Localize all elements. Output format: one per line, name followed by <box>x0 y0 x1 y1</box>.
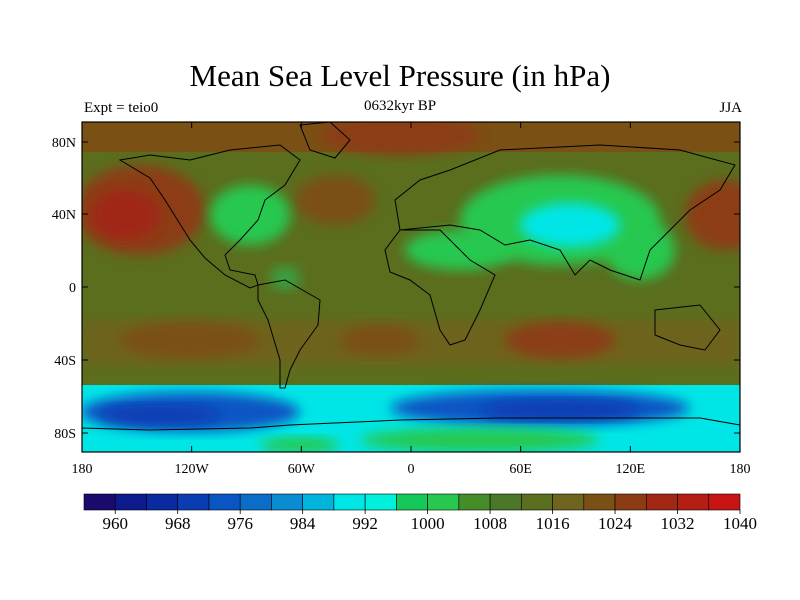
colorbar-swatch <box>645 493 678 511</box>
antarctica-coast <box>82 417 740 452</box>
lat-tick-label: 40S <box>54 354 76 369</box>
lon-tick-label: 180 <box>730 462 751 477</box>
colorbar-swatch <box>146 493 179 511</box>
africa-coast <box>384 229 496 346</box>
colorbar-label: 992 <box>352 514 378 533</box>
lon-tick-label: 120E <box>616 462 646 477</box>
pressure-field <box>82 122 740 452</box>
colorbar-swatch <box>489 493 522 511</box>
eurasia-coast <box>394 144 736 281</box>
north-america-low <box>210 185 290 245</box>
colorbar-label: 1008 <box>473 514 507 533</box>
colorbar-swatch <box>177 493 210 511</box>
colorbar-label: 1024 <box>598 514 633 533</box>
axis-tick-labels: 80N 40N 0 40S 80S 180 120W 60W 0 60E 120E 180 <box>52 136 751 477</box>
colorbar-swatch <box>271 493 303 511</box>
colorbar-label: 960 <box>102 514 128 533</box>
time-label: 0632kyr BP <box>363 98 437 114</box>
colorbar-swatch <box>614 493 647 511</box>
azores-high <box>295 175 375 225</box>
colorbar <box>83 493 741 514</box>
colorbar-label: 1016 <box>536 514 570 533</box>
colorbar-swatch <box>708 493 741 511</box>
colorbar-swatch <box>396 493 428 511</box>
lon-tick-label: 60E <box>509 462 532 477</box>
colorbar-swatch <box>583 493 616 511</box>
colorbar-swatch <box>208 493 241 511</box>
colorbar-label: 1032 <box>661 514 695 533</box>
colorbar-swatch <box>333 493 366 511</box>
lat-tick-label: 80S <box>54 427 76 442</box>
colorbar-swatch <box>239 493 272 511</box>
lon-tick-label: 0 <box>408 462 415 477</box>
map-title: Mean Sea Level Pressure (in hPa) <box>189 58 611 93</box>
colorbar-swatch <box>458 493 491 511</box>
colorbar-swatch <box>83 493 116 511</box>
antarctic-high <box>360 428 600 452</box>
colorbar-swatch <box>521 493 553 511</box>
lat-tick-label: 0 <box>69 281 76 296</box>
colorbar-label: 1040 <box>723 514 757 533</box>
lon-tick-label: 60W <box>288 462 316 477</box>
north-america-coast <box>118 144 301 289</box>
lon-tick-label: 120W <box>175 462 210 477</box>
season-label: JJA <box>719 100 742 116</box>
colorbar-swatch <box>114 493 147 511</box>
colorbar-label: 984 <box>290 514 316 533</box>
monsoon-low <box>520 203 620 247</box>
lat-tick-label: 80N <box>52 136 76 151</box>
colorbar-label: 976 <box>227 514 253 533</box>
experiment-label: Expt = teio0 <box>84 100 159 116</box>
colorbar-label: 1000 <box>411 514 445 533</box>
colorbar-swatch <box>677 493 710 511</box>
colorbar-label: 968 <box>165 514 191 533</box>
lon-tick-label: 180 <box>72 462 93 477</box>
colorbar-labels: 960 968 976 984 992 1000 1008 1016 1024 1032 1040 <box>102 514 757 533</box>
colorbar-swatch <box>427 493 460 511</box>
colorbar-swatch <box>302 493 335 511</box>
colorbar-swatch <box>552 493 585 511</box>
south-america-coast <box>257 279 321 389</box>
australia-coast <box>654 304 721 351</box>
lat-tick-label: 40N <box>52 208 76 223</box>
colorbar-swatch <box>364 493 397 511</box>
axis-ticks <box>81 122 741 452</box>
